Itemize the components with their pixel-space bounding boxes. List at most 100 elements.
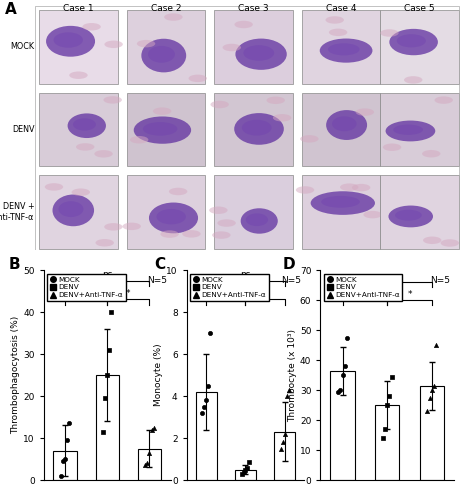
FancyBboxPatch shape <box>302 175 380 248</box>
Ellipse shape <box>328 44 360 56</box>
Text: *: * <box>126 290 130 298</box>
Text: ns: ns <box>102 270 112 280</box>
Point <box>199 409 206 417</box>
Ellipse shape <box>182 230 201 237</box>
Text: *: * <box>224 290 228 298</box>
Point <box>148 426 155 434</box>
Point <box>101 394 109 402</box>
Ellipse shape <box>69 72 88 79</box>
Y-axis label: Monocyte (%): Monocyte (%) <box>154 344 163 406</box>
Point <box>339 371 346 379</box>
Ellipse shape <box>137 40 155 48</box>
Ellipse shape <box>46 26 95 56</box>
Point <box>63 436 71 444</box>
Point <box>146 448 153 456</box>
Ellipse shape <box>143 122 177 136</box>
Text: ***: *** <box>358 290 372 299</box>
Ellipse shape <box>395 210 422 220</box>
FancyBboxPatch shape <box>214 10 293 84</box>
Ellipse shape <box>321 196 360 207</box>
Point <box>205 382 212 390</box>
Point <box>283 392 290 400</box>
Point <box>335 388 342 396</box>
Ellipse shape <box>209 206 228 214</box>
Text: N=5: N=5 <box>147 276 167 285</box>
Point <box>65 420 73 428</box>
Ellipse shape <box>385 120 435 142</box>
Ellipse shape <box>423 236 442 244</box>
Ellipse shape <box>59 201 83 217</box>
Ellipse shape <box>218 220 236 227</box>
Ellipse shape <box>169 188 187 195</box>
Point <box>285 386 292 394</box>
Point <box>99 428 106 436</box>
Ellipse shape <box>45 183 63 190</box>
Ellipse shape <box>95 239 114 246</box>
Ellipse shape <box>236 38 287 70</box>
Ellipse shape <box>234 113 284 145</box>
Bar <box>195 392 217 480</box>
FancyBboxPatch shape <box>127 10 205 84</box>
Ellipse shape <box>83 23 101 30</box>
Text: Case 3: Case 3 <box>238 4 269 13</box>
Point <box>238 470 245 478</box>
Ellipse shape <box>134 116 191 144</box>
Ellipse shape <box>355 108 374 116</box>
Bar <box>375 405 400 480</box>
Ellipse shape <box>273 114 291 122</box>
Ellipse shape <box>53 194 94 226</box>
Ellipse shape <box>241 208 278 234</box>
Ellipse shape <box>212 232 230 239</box>
Point <box>246 458 253 466</box>
Point <box>424 407 431 415</box>
Ellipse shape <box>390 29 438 56</box>
Text: ns: ns <box>240 270 251 280</box>
Ellipse shape <box>76 143 95 150</box>
Point <box>426 394 433 402</box>
Bar <box>235 470 256 480</box>
Ellipse shape <box>397 34 426 48</box>
Point <box>388 372 396 380</box>
Ellipse shape <box>422 150 440 158</box>
Ellipse shape <box>389 206 433 228</box>
Ellipse shape <box>160 230 179 238</box>
Point <box>428 386 436 394</box>
Point <box>430 382 437 390</box>
Point <box>386 392 393 400</box>
Ellipse shape <box>329 28 347 36</box>
Ellipse shape <box>53 32 83 48</box>
Ellipse shape <box>404 76 422 84</box>
Point <box>379 434 386 442</box>
Text: B: B <box>8 258 20 272</box>
Ellipse shape <box>148 46 175 62</box>
Point <box>201 402 208 410</box>
Legend: MOCK, DENV, DENV+Anti-TNF-α: MOCK, DENV, DENV+Anti-TNF-α <box>47 274 126 301</box>
Point <box>106 346 113 354</box>
Ellipse shape <box>380 30 399 37</box>
Text: *: * <box>263 290 267 298</box>
Ellipse shape <box>246 214 268 226</box>
Ellipse shape <box>223 44 241 51</box>
Ellipse shape <box>235 20 253 28</box>
FancyBboxPatch shape <box>214 92 293 166</box>
FancyBboxPatch shape <box>39 10 118 84</box>
FancyBboxPatch shape <box>302 92 380 166</box>
Point <box>341 362 349 370</box>
Text: **: ** <box>82 290 90 298</box>
Ellipse shape <box>73 118 96 130</box>
FancyBboxPatch shape <box>302 10 380 84</box>
Point <box>59 457 66 465</box>
Ellipse shape <box>130 136 148 143</box>
Ellipse shape <box>103 96 122 104</box>
Ellipse shape <box>242 120 272 136</box>
Text: DENV: DENV <box>12 125 35 134</box>
Text: Case 4: Case 4 <box>326 4 356 13</box>
FancyBboxPatch shape <box>127 92 205 166</box>
Point <box>432 341 440 349</box>
FancyBboxPatch shape <box>39 175 118 248</box>
FancyBboxPatch shape <box>127 175 205 248</box>
Point <box>244 464 251 472</box>
Ellipse shape <box>435 96 453 104</box>
Ellipse shape <box>156 209 186 224</box>
Bar <box>138 448 161 480</box>
